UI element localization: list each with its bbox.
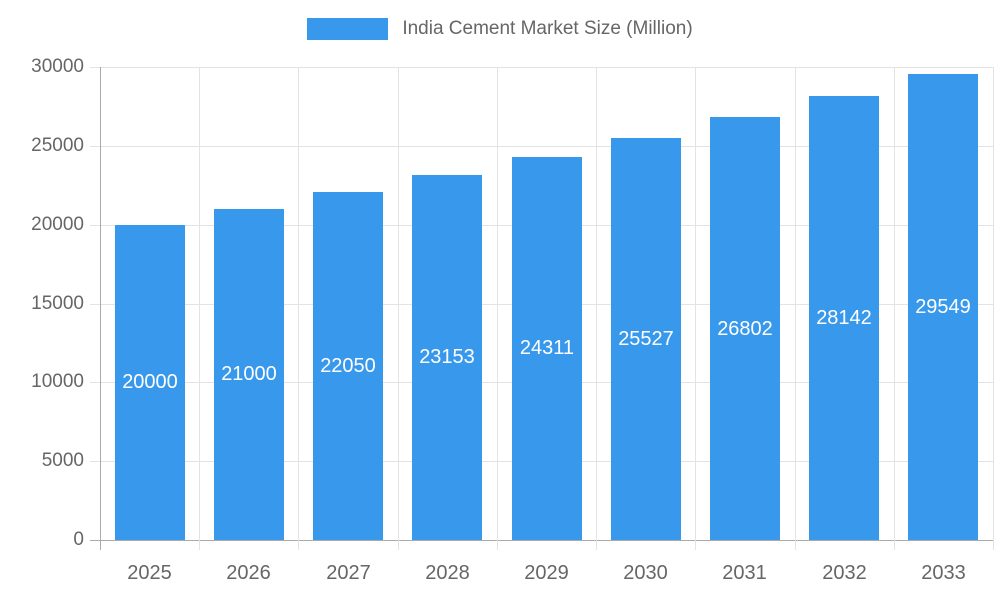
bar-value-label: 25527 — [618, 328, 674, 350]
x-axis-label: 2031 — [722, 562, 767, 584]
x-gridline — [398, 67, 399, 550]
bar-value-label: 29549 — [915, 296, 971, 318]
bar — [611, 138, 681, 540]
bar-value-label: 21000 — [221, 363, 277, 385]
bar — [809, 96, 879, 540]
x-axis-label: 2027 — [326, 562, 371, 584]
x-gridline — [795, 67, 796, 550]
x-axis-label: 2029 — [524, 562, 569, 584]
legend-swatch — [307, 18, 389, 40]
y-axis-label: 5000 — [41, 450, 84, 471]
bar-value-label: 28142 — [816, 307, 872, 329]
x-gridline — [993, 67, 994, 550]
x-gridline — [497, 67, 498, 550]
x-axis-label: 2026 — [226, 562, 271, 584]
y-gridline — [90, 540, 993, 541]
bar — [710, 117, 780, 540]
y-axis-label: 30000 — [31, 56, 84, 77]
x-gridline — [596, 67, 597, 550]
bar-value-label: 20000 — [122, 371, 178, 393]
x-gridline — [199, 67, 200, 550]
x-gridline — [894, 67, 895, 550]
y-axis-label: 25000 — [31, 135, 84, 156]
bar — [115, 225, 185, 540]
y-gridline — [90, 67, 993, 68]
bar — [313, 192, 383, 540]
x-axis-label: 2030 — [623, 562, 668, 584]
x-gridline — [100, 67, 101, 550]
bar — [412, 175, 482, 540]
y-gridline — [90, 146, 993, 147]
x-axis-label: 2032 — [822, 562, 867, 584]
y-axis-label: 15000 — [31, 293, 84, 314]
y-axis-label: 0 — [73, 529, 84, 550]
bar-value-label: 22050 — [320, 355, 376, 377]
legend-item[interactable]: India Cement Market Size (Million) — [307, 18, 693, 40]
bar-value-label: 24311 — [519, 337, 575, 359]
x-axis-label: 2025 — [127, 562, 172, 584]
chart-legend: India Cement Market Size (Million) — [0, 18, 1000, 40]
x-gridline — [298, 67, 299, 550]
bar-value-label: 26802 — [717, 318, 773, 340]
bar — [512, 157, 582, 540]
legend-label: India Cement Market Size (Million) — [402, 18, 693, 39]
bar-value-label: 23153 — [419, 346, 475, 368]
y-axis-label: 20000 — [31, 214, 84, 235]
bar — [214, 209, 284, 540]
y-axis-label: 10000 — [31, 371, 84, 392]
x-axis-label: 2028 — [425, 562, 470, 584]
x-axis-label: 2033 — [921, 562, 966, 584]
bar — [908, 74, 978, 540]
x-gridline — [695, 67, 696, 550]
